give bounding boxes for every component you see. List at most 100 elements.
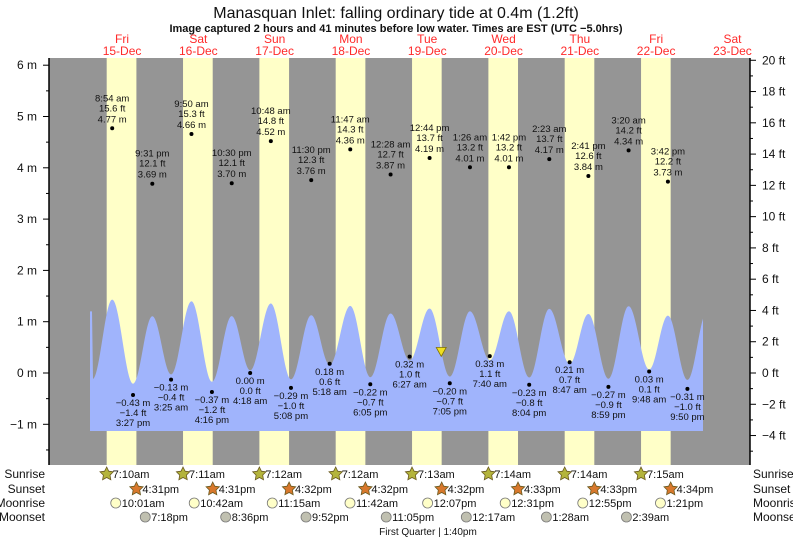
day-label: Mon	[339, 32, 362, 46]
moonrise-moon-icon	[266, 497, 278, 509]
time-label: 0.21 m	[555, 365, 584, 376]
right-tick-label: −2 ft	[762, 397, 786, 411]
date-label: 22-Dec	[637, 44, 676, 58]
sunrise-time: 7:11am	[189, 469, 225, 481]
time-label: 9:50 am	[174, 99, 208, 110]
sunset-star-icon	[586, 481, 602, 496]
sunset-star-icon	[357, 481, 373, 496]
time-label: −0.23 m	[512, 388, 547, 399]
moonrise-time: 12:31pm	[511, 498, 554, 510]
moonset-time: 7:18pm	[151, 512, 188, 524]
ft-label: 13.7 ft	[536, 134, 563, 145]
tide-dot	[547, 157, 552, 162]
ft-label: −0.7 ft	[436, 396, 463, 407]
sunrise-star-icon	[175, 466, 191, 481]
sunrise-time: 7:15am	[647, 469, 684, 481]
moonset-moon-icon	[220, 511, 232, 523]
sunset-row-label: Sunset	[8, 482, 46, 496]
m-label: 4.17 m	[535, 145, 564, 156]
tide-dot	[606, 384, 611, 389]
chart-subtitle: Image captured 2 hours and 41 minutes be…	[169, 23, 622, 35]
moonrise-moon-icon	[499, 497, 511, 509]
moonrise-time: 11:42am	[356, 498, 398, 510]
time-label: 12:28 am	[371, 139, 411, 150]
left-tick-label: 3 m	[17, 212, 37, 226]
moonrise-moon-icon	[344, 497, 356, 509]
moonrise-moon-icon	[655, 497, 666, 509]
time-label: 1:26 am	[453, 132, 487, 143]
left-tick-label: 2 m	[17, 263, 37, 277]
time-label: 2:41 pm	[571, 141, 605, 152]
tide-dot	[110, 126, 115, 131]
time-label: −0.20 m	[432, 386, 467, 397]
low-tide-point: 0.03 m0.1 ft9:48 am	[632, 369, 666, 405]
right-tick-label: 16 ft	[762, 116, 786, 130]
tide-dot	[388, 172, 393, 177]
moonrise-time: 11:15am	[278, 498, 320, 510]
time-label: 3:20 am	[611, 115, 645, 126]
day-label: Wed	[491, 32, 515, 46]
right-tick-label: 14 ft	[762, 147, 786, 161]
time-label: 0.32 m	[395, 360, 424, 371]
time-label: 0.00 m	[236, 376, 265, 387]
moonrise-moon-icon	[422, 497, 434, 509]
tide-dot	[348, 147, 353, 152]
ft-label: 0.0 ft	[240, 386, 261, 397]
sunset-star-icon	[663, 481, 679, 496]
ft-label: 1.0 ft	[399, 370, 420, 381]
right-tick-label: −4 ft	[762, 429, 786, 443]
tide-dot	[131, 393, 136, 398]
low-tide-point: 0.00 m0.0 ft4:18 am	[233, 371, 267, 407]
sunset-time: 4:32pm	[371, 484, 408, 496]
time-label: 0.18 m	[315, 367, 344, 378]
sunset-star-icon	[510, 481, 526, 496]
ft-label: −0.4 ft	[158, 393, 185, 404]
m-label: 3.76 m	[297, 166, 326, 177]
ft-label: 0.7 ft	[559, 375, 580, 386]
sunrise-star-icon	[480, 466, 496, 481]
right-tick-label: 18 ft	[762, 85, 786, 99]
tide-dot	[447, 381, 452, 386]
ft-label: 14.2 ft	[615, 125, 642, 136]
low-tide-point: −0.31 m−1.0 ft9:50 pm	[670, 386, 705, 423]
sunset-star-icon	[434, 481, 450, 496]
tide-dot	[467, 165, 472, 170]
time-label: −0.27 m	[591, 390, 626, 401]
current-tide-marker	[435, 347, 447, 358]
moonset-moon-icon	[621, 511, 632, 523]
moonset-moon-icon	[460, 511, 472, 523]
day-label: Thu	[570, 32, 591, 46]
ft-label: 14.8 ft	[258, 116, 285, 127]
m-label: 4.19 m	[415, 144, 444, 155]
day-label: Tue	[417, 32, 438, 46]
moonset-time: 2:39am	[632, 512, 669, 524]
moon-phase: First Quarter | 1:40pm	[379, 527, 477, 538]
m-label: 8:59 pm	[591, 410, 625, 421]
right-tick-label: 4 ft	[762, 303, 779, 317]
date-label: 21-Dec	[561, 44, 600, 58]
moonrise-time: 10:42am	[200, 498, 243, 510]
sunset-star-icon	[281, 481, 297, 496]
m-label: 4:18 am	[233, 396, 267, 407]
tide-dot	[248, 371, 253, 375]
ft-label: −1.4 ft	[120, 408, 147, 419]
tide-dot	[189, 131, 194, 136]
m-label: 3.70 m	[217, 169, 246, 180]
moonrise-time: 10:01am	[122, 498, 165, 510]
low-tide-point: 0.32 m1.0 ft6:27 am	[392, 354, 427, 391]
tide-dot	[527, 382, 532, 387]
ft-label: 12.7 ft	[377, 149, 404, 160]
sunrise-time: 7:12am	[342, 469, 379, 481]
ft-label: 12.2 ft	[655, 157, 682, 168]
ft-label: −0.9 ft	[595, 400, 622, 411]
time-label: 10:48 am	[251, 106, 291, 117]
tide-dot	[626, 148, 631, 153]
